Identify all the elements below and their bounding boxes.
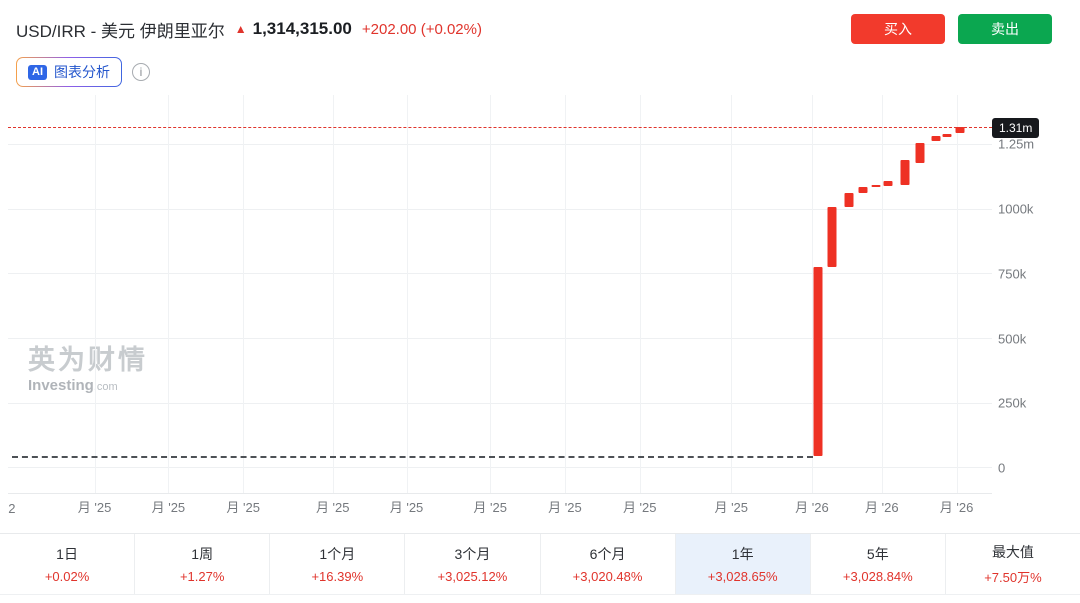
- v-gridline: [406, 95, 408, 493]
- price-chart: 英为财情 Investing.com 1.25m 1000k 750k 500k 250…: [0, 95, 1080, 520]
- candle: [915, 142, 925, 163]
- tab-change: +3,028.84%: [842, 569, 913, 584]
- price-up-arrow-icon: ▲: [234, 22, 247, 36]
- x-axis-label: 月 '26: [939, 500, 974, 515]
- tab-change: +0.02%: [44, 569, 90, 584]
- tab-label: 5年: [866, 546, 889, 562]
- watermark: 英为财情 Investing.com: [28, 338, 148, 395]
- x-axis: 2 月 '25 月 '25 月 '25 月 '25 月 '25 月 '25 月 '25 月 '2…: [8, 494, 992, 520]
- x-axis-label: 月 '25: [473, 500, 507, 515]
- x-axis-label: 月 '25: [151, 500, 186, 515]
- candle: [844, 192, 854, 207]
- tab-label: 最大值: [991, 544, 1034, 560]
- candle: [900, 159, 910, 185]
- v-gridline: [731, 95, 733, 493]
- v-gridline: [490, 95, 492, 493]
- toolbar: AI 图表分析 i: [16, 57, 150, 87]
- x-axis-label: 月 '25: [622, 500, 657, 515]
- ai-chart-analysis-inner: AI 图表分析: [17, 58, 121, 86]
- v-gridline: [811, 95, 813, 493]
- tab-change: +3,025.12%: [437, 569, 508, 584]
- tab-label: 1个月: [319, 546, 356, 562]
- v-gridline: [956, 95, 958, 493]
- x-axis-label: 2: [8, 501, 16, 516]
- tab-change: +16.39%: [311, 569, 364, 584]
- current-price: 1,314,315.00: [252, 19, 352, 38]
- x-axis-label: 月 '25: [77, 500, 112, 515]
- tab-label: 3个月: [454, 546, 491, 562]
- watermark-en-name: Investing: [28, 377, 94, 394]
- tab-1日[interactable]: 1日 +0.02%: [0, 534, 134, 594]
- candle: [871, 185, 881, 188]
- x-axis-label: 月 '25: [548, 500, 582, 515]
- timeframe-tabs: 1日 +0.02% 1周 +1.27% 1个月 +16.39% 3个月 +3,025.12% 6…: [0, 533, 1080, 595]
- current-price-tag: 1.31m: [992, 117, 1040, 138]
- trade-buttons: 买入 卖出: [851, 14, 1052, 44]
- x-axis-label: 月 '25: [226, 500, 260, 515]
- ai-label: 图表分析: [54, 64, 110, 80]
- x-axis-label: 月 '25: [714, 500, 749, 515]
- candle: [813, 266, 823, 457]
- candle: [955, 127, 965, 133]
- v-gridline: [564, 95, 566, 493]
- tab-5年[interactable]: 5年 +3,028.84%: [809, 534, 945, 594]
- y-axis-label: 1000k: [998, 201, 1034, 217]
- candle: [827, 206, 837, 267]
- y-axis-label: 250k: [998, 395, 1027, 411]
- tab-1周[interactable]: 1周 +1.27%: [134, 534, 269, 594]
- price-change: +202.00 (+0.02%): [361, 20, 482, 38]
- candle: [883, 180, 893, 186]
- tab-1年[interactable]: 1年 +3,028.65%: [674, 534, 810, 594]
- watermark-cn: 英为财情: [28, 345, 148, 375]
- sell-button[interactable]: 卖出: [958, 14, 1052, 44]
- tab-1个月[interactable]: 1个月 +16.39%: [269, 534, 404, 594]
- ai-icon: AI: [28, 64, 47, 80]
- tab-label: 1年: [731, 546, 754, 562]
- candle: [931, 135, 941, 141]
- h-gridline: [8, 273, 992, 275]
- tab-label: 1周: [191, 546, 214, 562]
- tab-change: +3,028.65%: [707, 569, 778, 584]
- info-icon[interactable]: i: [132, 63, 150, 81]
- x-axis-label: 月 '26: [865, 500, 899, 515]
- h-gridline: [8, 208, 992, 210]
- v-gridline: [94, 95, 96, 493]
- tab-change: +3,020.48%: [572, 569, 643, 584]
- tab-change: +1.27%: [179, 569, 225, 584]
- tab-最大值[interactable]: 最大值 +7.50万%: [944, 534, 1080, 594]
- v-gridline: [881, 95, 883, 493]
- tab-label: 6个月: [589, 546, 626, 562]
- ai-chart-analysis-button[interactable]: AI 图表分析: [16, 57, 122, 87]
- candle: [942, 134, 952, 137]
- candle: [858, 186, 868, 193]
- y-axis-label: 0: [998, 460, 1006, 476]
- h-gridline: [8, 467, 992, 469]
- v-gridline: [243, 95, 245, 493]
- v-gridline: [639, 95, 641, 493]
- x-axis-label: 月 '25: [315, 500, 350, 515]
- v-gridline: [332, 95, 334, 493]
- header: USD/IRR - 美元 伊朗里亚尔 ▲ 1,314,315.00 +202.0…: [16, 14, 1052, 44]
- x-axis-label: 月 '25: [389, 500, 424, 515]
- tab-6个月[interactable]: 6个月 +3,020.48%: [539, 534, 675, 594]
- tab-3个月[interactable]: 3个月 +3,025.12%: [404, 534, 539, 594]
- y-axis-label: 750k: [998, 266, 1027, 282]
- chart-plot[interactable]: 英为财情 Investing.com: [8, 95, 992, 494]
- h-gridline: [8, 144, 992, 146]
- y-axis-label: 1.25m: [998, 136, 1035, 152]
- v-gridline: [168, 95, 170, 493]
- pre-spike-baseline: [11, 456, 813, 459]
- watermark-en: Investing.com: [28, 377, 148, 395]
- h-gridline: [8, 337, 992, 339]
- x-axis-label: 月 '26: [795, 500, 829, 515]
- y-axis-label: 500k: [998, 331, 1027, 347]
- tab-change: +7.50万%: [984, 570, 1042, 585]
- h-gridline: [8, 402, 992, 404]
- tab-label: 1日: [56, 546, 78, 562]
- current-price-line: [8, 127, 992, 129]
- watermark-en-suffix: .com: [93, 381, 118, 393]
- buy-button[interactable]: 买入: [851, 14, 945, 44]
- y-axis: 1.25m 1000k 750k 500k 250k 0 1.31m: [992, 95, 1080, 494]
- instrument-title: USD/IRR - 美元 伊朗里亚尔: [16, 21, 225, 41]
